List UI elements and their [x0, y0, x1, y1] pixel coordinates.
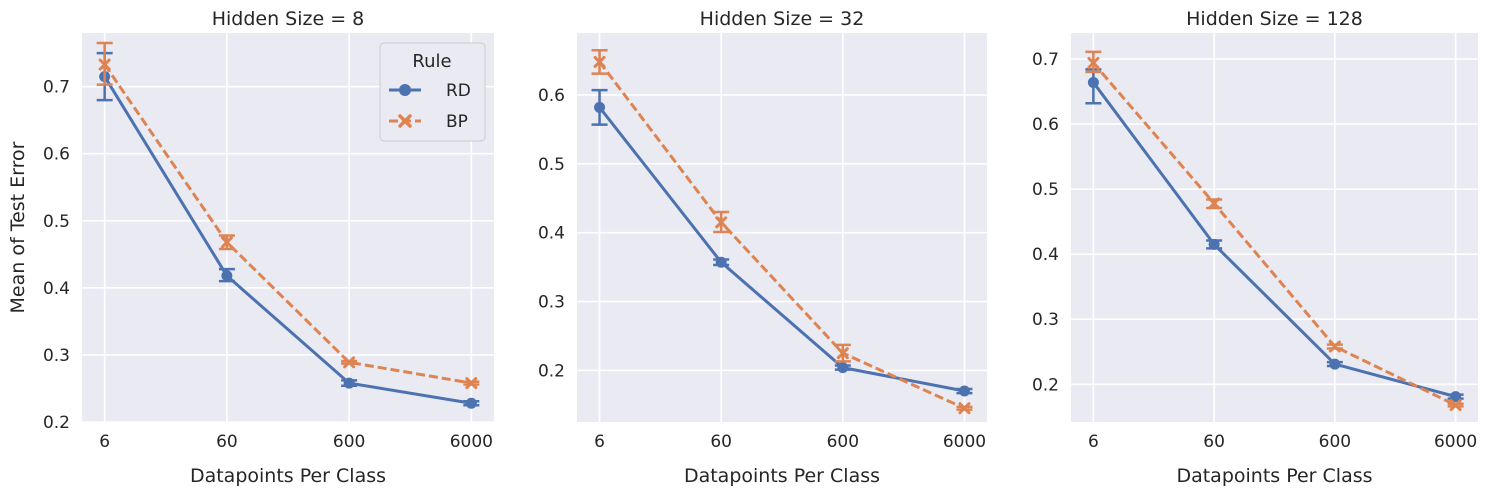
y-tick-label: 0.4 [1032, 245, 1059, 265]
y-tick-label: 0.6 [1032, 115, 1059, 135]
x-tick-label: 6000 [450, 432, 493, 452]
y-axis-label: Mean of Test Error [7, 141, 29, 313]
x-tick-label: 60 [1203, 432, 1225, 452]
data-point-bp [465, 377, 478, 390]
data-point-bp [715, 216, 728, 229]
series-bp [591, 48, 973, 415]
x-axis-label: Datapoints Per Class [684, 465, 880, 487]
x-tick-label: 6000 [1434, 432, 1477, 452]
y-tick-label: 0.5 [1032, 180, 1059, 200]
y-tick-label: 0.4 [43, 279, 70, 299]
legend-marker-bp [398, 114, 412, 128]
y-tick-label: 0.2 [538, 361, 565, 381]
legend-box [379, 42, 486, 142]
y-tick-label: 0.5 [43, 212, 70, 232]
series-line-bp [1092, 61, 1457, 407]
x-axis-label: Datapoints Per Class [190, 465, 386, 487]
data-point-bp [1328, 340, 1341, 353]
chart-panels: 0.2 0.3 0.4 0.5 0.6 0.7 6 60 600 6000 Hidden Size … [7, 8, 1478, 487]
legend-marker-rd [399, 84, 411, 96]
plot-background [1071, 33, 1478, 422]
y-tick-label: 0.4 [538, 224, 565, 244]
legend-label-rd: RD [446, 81, 471, 101]
data-point-bp [593, 55, 606, 68]
data-point-rd [715, 256, 727, 268]
chart-panel-3: 0.2 0.3 0.4 0.5 0.6 0.7 6 60 600 6000 Hidden Size … [1032, 8, 1478, 487]
y-tick-label: 0.5 [538, 155, 565, 175]
data-point-rd [1450, 391, 1462, 403]
data-point-rd [958, 385, 970, 397]
data-point-rd [1208, 238, 1220, 250]
series-line-rd [1092, 81, 1457, 399]
x-tick-label: 6000 [943, 432, 986, 452]
x-tick-label: 6 [594, 432, 605, 452]
x-tick-label: 6 [1088, 432, 1099, 452]
data-point-bp [1449, 399, 1462, 412]
x-tick-label: 600 [827, 432, 859, 452]
legend-title: Rule [412, 51, 451, 72]
data-point-bp [220, 236, 233, 249]
legend: Rule RD BP [379, 42, 486, 142]
series-rd [96, 51, 480, 409]
panel-title: Hidden Size = 8 [212, 8, 365, 30]
y-tick-label: 0.7 [1032, 50, 1059, 70]
y-tick-label: 0.2 [43, 413, 70, 433]
y-tick-label: 0.3 [43, 346, 70, 366]
data-point-bp [98, 58, 111, 71]
series-bp [96, 41, 480, 390]
x-tick-label: 600 [333, 432, 365, 452]
series-line-bp [103, 63, 472, 385]
data-point-rd [465, 397, 477, 409]
data-point-rd [837, 362, 849, 374]
x-axis-label: Datapoints Per Class [1176, 465, 1372, 487]
y-tick-label: 0.2 [1032, 375, 1059, 395]
series-bp [1085, 50, 1464, 412]
series-line-rd [103, 75, 472, 405]
data-point-bp [343, 356, 356, 369]
x-tick-label: 60 [216, 432, 238, 452]
legend-entry-bp: BP [389, 112, 468, 132]
x-tick-label: 60 [710, 432, 732, 452]
x-tick-label: 6 [99, 432, 110, 452]
data-point-rd [221, 270, 233, 282]
panel-title: Hidden Size = 32 [700, 8, 865, 30]
plot-background [577, 33, 987, 422]
y-tick-label: 0.3 [538, 293, 565, 313]
series-line-bp [598, 61, 966, 410]
data-point-rd [1329, 358, 1341, 370]
y-tick-label: 0.3 [1032, 310, 1059, 330]
y-tick-label: 0.6 [538, 86, 565, 106]
data-point-rd [343, 377, 355, 389]
data-point-bp [1087, 56, 1100, 69]
y-tick-label: 0.6 [43, 145, 70, 165]
data-point-bp [836, 347, 849, 360]
series-rd [1085, 68, 1464, 403]
data-point-bp [1208, 197, 1221, 210]
legend-entry-rd: RD [389, 81, 471, 101]
x-tick-label: 600 [1319, 432, 1351, 452]
data-point-rd [594, 101, 606, 113]
data-point-rd [1087, 76, 1099, 88]
data-point-bp [958, 402, 971, 415]
y-tick-label: 0.7 [43, 78, 70, 98]
legend-label-bp: BP [446, 112, 468, 132]
chart-panel-2: 0.2 0.3 0.4 0.5 0.6 6 60 600 6000 Hidden Size = 3… [538, 8, 987, 487]
panel-title: Hidden Size = 128 [1186, 8, 1363, 30]
